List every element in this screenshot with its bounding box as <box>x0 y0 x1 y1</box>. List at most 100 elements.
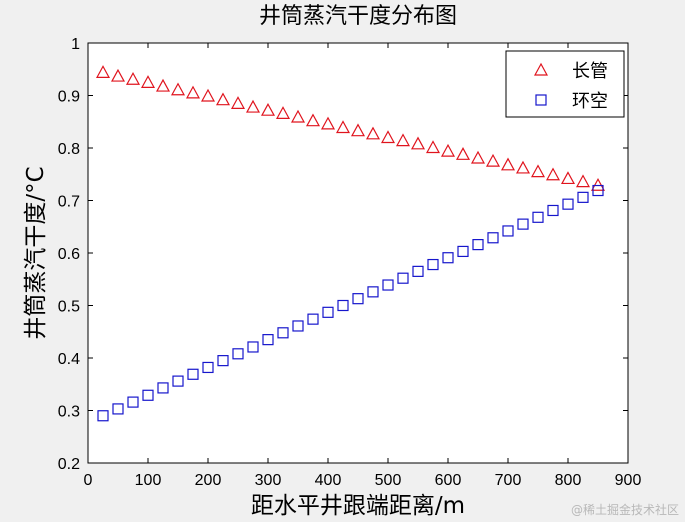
y-tick-label: 0.8 <box>58 141 80 158</box>
data-point-triangle <box>110 68 126 82</box>
data-point-triangle <box>530 164 546 178</box>
data-point-square <box>352 293 364 305</box>
data-point-square <box>172 375 184 387</box>
data-point-square <box>307 313 319 325</box>
data-point-triangle <box>200 88 216 102</box>
x-tick-label: 500 <box>375 472 402 489</box>
data-point-triangle <box>410 136 426 150</box>
legend-marker-square <box>535 94 547 106</box>
data-point-triangle <box>380 130 396 144</box>
x-tick-label: 400 <box>315 472 342 489</box>
data-point-triangle <box>395 133 411 147</box>
y-axis: 0.2 0.3 0.4 0.5 0.6 0.7 0.8 0.9 1 <box>58 36 628 473</box>
data-point-triangle <box>320 116 336 130</box>
data-point-triangle <box>290 109 306 123</box>
data-point-square <box>412 265 424 277</box>
data-point-triangle <box>95 65 111 79</box>
data-point-square <box>277 327 289 339</box>
data-point-triangle <box>230 96 246 109</box>
x-tick-label: 0 <box>84 472 93 489</box>
data-point-triangle <box>425 140 441 154</box>
x-tick-label: 900 <box>615 472 642 489</box>
data-point-triangle <box>170 82 186 96</box>
data-point-triangle <box>515 160 531 174</box>
data-point-square <box>337 299 349 312</box>
data-point-square <box>97 410 109 422</box>
chart-title: 井筒蒸汽干度分布图 <box>259 4 457 29</box>
data-point-triangle <box>335 120 351 134</box>
data-point-triangle <box>545 167 561 181</box>
legend-label-series-2: 环空 <box>572 91 608 112</box>
series-2 <box>97 184 604 422</box>
y-tick-label: 0.9 <box>58 89 80 106</box>
data-series <box>95 65 606 422</box>
data-point-square <box>112 403 124 415</box>
x-axis: 0 100 200 300 400 500 600 700 800 900 <box>84 43 642 489</box>
data-point-triangle <box>155 78 171 92</box>
y-tick-label: 0.7 <box>58 194 80 211</box>
legend-box <box>505 50 625 118</box>
y-tick-label: 0.2 <box>58 456 80 473</box>
data-point-triangle <box>260 102 276 116</box>
legend-label-series-1: 长管 <box>572 61 608 82</box>
watermark: @稀土掘金技术社区 <box>570 503 679 517</box>
series-1 <box>95 65 606 191</box>
data-point-triangle <box>590 178 606 191</box>
x-tick-label: 800 <box>555 472 582 489</box>
data-point-triangle <box>365 126 381 140</box>
data-point-triangle <box>470 150 486 164</box>
data-point-triangle <box>305 113 321 127</box>
y-tick-label: 0.6 <box>58 246 80 263</box>
data-point-square <box>427 258 439 271</box>
data-point-triangle <box>140 75 156 88</box>
y-tick-label: 0.3 <box>58 404 80 421</box>
data-point-square <box>157 382 169 394</box>
legend-marker-triangle <box>533 62 549 76</box>
data-point-square <box>202 361 214 374</box>
data-point-square <box>187 368 199 380</box>
data-point-triangle <box>125 71 141 85</box>
x-tick-label: 700 <box>495 472 522 489</box>
legend: 长管 环空 <box>505 50 625 118</box>
data-point-square <box>292 320 304 332</box>
data-point-square <box>487 232 499 244</box>
data-point-square <box>142 389 154 401</box>
legend-triangle-icon <box>533 62 549 76</box>
data-point-square <box>592 184 604 197</box>
data-point-triangle <box>575 174 591 188</box>
data-point-triangle <box>485 153 501 167</box>
x-tick-label: 600 <box>435 472 462 489</box>
data-point-square <box>367 286 379 298</box>
y-tick-label: 0.5 <box>58 299 80 316</box>
x-tick-label: 100 <box>135 472 162 489</box>
data-point-square <box>232 348 244 360</box>
data-point-triangle <box>245 99 261 113</box>
data-point-square <box>127 396 139 408</box>
data-point-triangle <box>500 157 516 171</box>
data-point-square <box>397 272 409 284</box>
data-point-square <box>502 225 514 237</box>
data-point-triangle <box>560 171 576 185</box>
data-point-square <box>442 252 454 264</box>
legend-square-icon <box>535 94 547 106</box>
x-tick-label: 300 <box>255 472 282 489</box>
data-point-square <box>262 334 274 346</box>
data-point-triangle <box>440 143 456 157</box>
data-point-triangle <box>275 106 291 119</box>
y-tick-label: 1 <box>71 36 80 53</box>
data-point-triangle <box>455 147 471 160</box>
data-point-square <box>577 191 589 203</box>
y-tick-label: 0.4 <box>58 351 80 368</box>
data-point-square <box>532 211 544 223</box>
data-point-square <box>322 306 334 318</box>
data-point-square <box>247 341 259 353</box>
data-point-triangle <box>185 85 201 99</box>
data-point-triangle <box>350 123 366 137</box>
data-point-square <box>562 198 574 210</box>
x-axis-label: 距水平井跟端距离/m <box>251 493 465 519</box>
data-point-square <box>472 239 484 251</box>
x-tick-label: 200 <box>195 472 222 489</box>
data-point-triangle <box>215 92 231 106</box>
data-point-square <box>517 218 529 230</box>
